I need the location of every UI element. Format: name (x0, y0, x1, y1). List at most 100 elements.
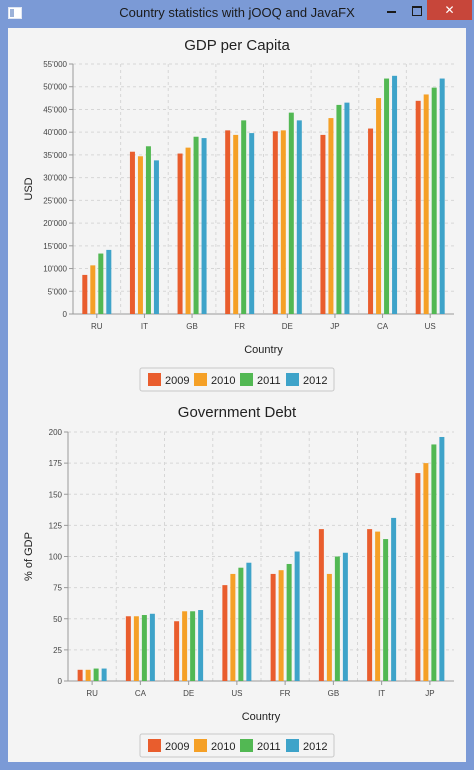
x-tick-label: GB (186, 322, 198, 331)
maximize-button[interactable] (404, 0, 430, 20)
bar-US-2011 (238, 567, 244, 681)
x-tick-label: RU (86, 689, 98, 698)
plot-area (73, 64, 454, 314)
y-tick-label: 30'000 (43, 174, 67, 183)
bar-RU-2012 (106, 249, 112, 314)
bar-FR-2012 (294, 551, 300, 681)
bar-FR-2012 (249, 133, 255, 314)
bar-FR-2009 (225, 130, 231, 314)
window-title: Country statistics with jOOQ and JavaFX (119, 5, 355, 20)
bar-RU-2009 (82, 274, 88, 314)
legend-label: 2011 (257, 741, 281, 753)
legend-label: 2010 (211, 375, 235, 387)
legend-label: 2009 (165, 375, 189, 387)
title-bar[interactable]: Country statistics with jOOQ and JavaFX … (0, 0, 474, 26)
x-tick-label: JP (330, 322, 339, 331)
close-icon: ✕ (444, 3, 455, 17)
y-tick-label: 45'000 (43, 105, 67, 114)
bar-US-2011 (431, 87, 437, 314)
x-tick-label: US (231, 689, 242, 698)
bar-US-2012 (246, 562, 252, 681)
bar-JP-2011 (336, 104, 342, 314)
legend-label: 2012 (303, 741, 327, 753)
legend-label: 2011 (257, 375, 281, 387)
bar-US-2009 (222, 585, 228, 681)
charts-panel: 0 5'000 10'000 15'000 20'000 25'000 30'000 35'0… (8, 28, 466, 762)
bar-JP-2010 (423, 463, 429, 681)
bar-JP-2012 (344, 102, 350, 315)
bar-GB-2009 (177, 153, 183, 314)
x-tick-label: CA (135, 689, 147, 698)
y-tick-label: 15'000 (43, 242, 67, 251)
bar-JP-2011 (431, 444, 437, 681)
bar-JP-2009 (415, 473, 421, 681)
bar-DE-2010 (182, 611, 188, 681)
legend-swatch-2011 (240, 373, 253, 386)
legend-swatch-2012 (286, 739, 299, 752)
bar-IT-2011 (383, 539, 389, 681)
app-icon (8, 7, 22, 19)
bar-CA-2012 (392, 75, 398, 314)
y-tick-label: 50 (53, 615, 62, 624)
x-tick-label: DE (282, 322, 293, 331)
y-tick-label: 0 (63, 310, 68, 319)
bar-DE-2009 (272, 131, 278, 314)
x-tick-label: CA (377, 322, 389, 331)
bar-US-2009 (415, 100, 421, 315)
bar-RU-2010 (85, 669, 91, 681)
legend-swatch-2009 (148, 739, 161, 752)
bar-DE-2012 (296, 120, 302, 314)
bar-IT-2009 (129, 151, 135, 314)
close-button[interactable]: ✕ (427, 0, 472, 20)
bar-IT-2010 (375, 531, 381, 681)
y-axis-label: % of GDP (23, 532, 35, 581)
legend-label: 2009 (165, 741, 189, 753)
y-tick-label: 25 (53, 646, 62, 655)
x-tick-label: FR (280, 689, 291, 698)
bar-FR-2011 (241, 120, 247, 314)
x-tick-label: DE (183, 689, 194, 698)
bar-RU-2011 (93, 668, 99, 681)
chart-0 (69, 63, 454, 392)
y-tick-label: 5'000 (48, 287, 68, 296)
legend-label: 2010 (211, 741, 235, 753)
y-axis-label: USD (23, 177, 35, 200)
legend-swatch-2009 (148, 373, 161, 386)
x-tick-label: FR (234, 322, 245, 331)
x-tick-label: US (425, 322, 436, 331)
minimize-button[interactable] (378, 0, 404, 20)
bar-JP-2010 (328, 118, 334, 314)
legend-swatch-2012 (286, 373, 299, 386)
bar-IT-2012 (153, 160, 159, 314)
bar-FR-2009 (270, 573, 276, 681)
bar-GB-2010 (326, 573, 332, 681)
bar-RU-2011 (98, 253, 104, 314)
legend-box (139, 367, 335, 392)
bar-CA-2010 (376, 98, 382, 314)
x-tick-label: GB (328, 689, 340, 698)
bar-DE-2009 (174, 621, 180, 681)
bar-US-2010 (423, 94, 429, 314)
bar-GB-2012 (201, 138, 207, 314)
bar-RU-2010 (90, 265, 96, 314)
legend-label: 2012 (303, 375, 327, 387)
bar-IT-2011 (145, 146, 151, 314)
charts-canvas: 0 5'000 10'000 15'000 20'000 25'000 30'000 35'0… (23, 37, 454, 758)
y-tick-label: 125 (49, 521, 63, 530)
bar-US-2010 (230, 573, 236, 681)
bar-GB-2009 (318, 529, 324, 681)
y-tick-label: 10'000 (43, 265, 67, 274)
y-tick-label: 20'000 (43, 219, 67, 228)
y-tick-label: 100 (49, 553, 63, 562)
legend-swatch-2011 (240, 739, 253, 752)
bar-CA-2009 (125, 616, 131, 681)
bar-IT-2009 (367, 529, 373, 681)
bar-GB-2012 (342, 552, 348, 681)
y-tick-label: 150 (49, 490, 63, 499)
bar-RU-2012 (101, 668, 107, 681)
y-tick-label: 40'000 (43, 128, 67, 137)
legend-box (139, 733, 335, 758)
x-axis-label: Country (242, 711, 281, 723)
x-tick-label: JP (425, 689, 434, 698)
